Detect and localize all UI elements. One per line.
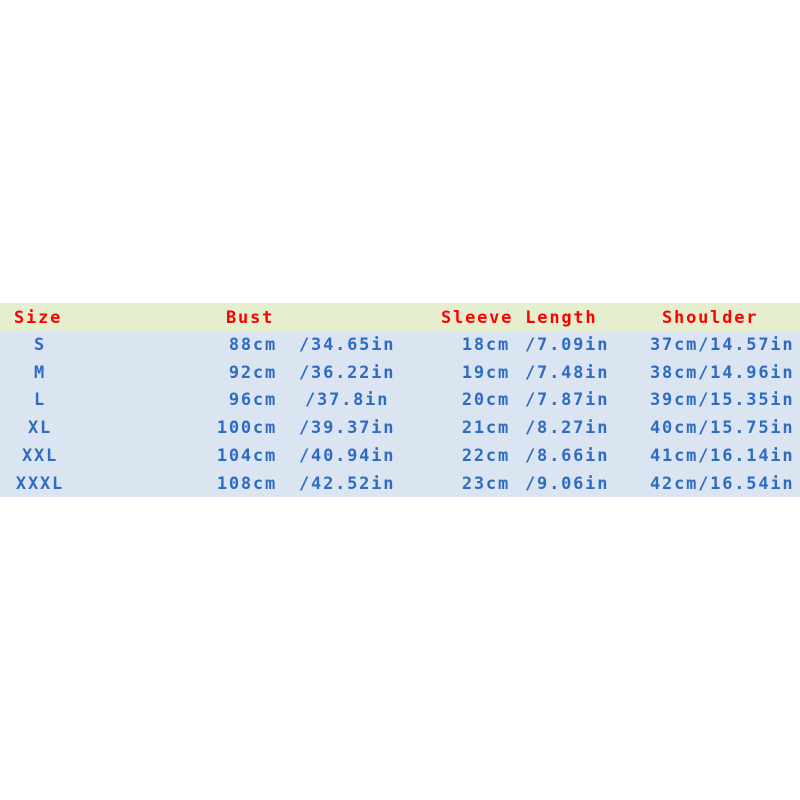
bust-cm-cell: 92cm bbox=[228, 362, 277, 383]
size-cell: XL bbox=[27, 418, 53, 439]
sleeve-cm-cell: 22cm bbox=[461, 445, 510, 466]
bust-in-cell: /36.22in bbox=[299, 362, 396, 383]
sleeve-in-cell: /9.06in bbox=[525, 473, 610, 494]
bust-cm-cell: 88cm bbox=[228, 335, 277, 355]
header-size: Size bbox=[14, 308, 63, 328]
sleeve-in-cell: /7.87in bbox=[525, 390, 610, 411]
sleeve-in-cell: /7.48in bbox=[525, 362, 610, 383]
bust-cm-cell: 100cm bbox=[216, 418, 277, 439]
sleeve-cm-cell: 18cm bbox=[461, 335, 510, 355]
sleeve-cm-cell: 20cm bbox=[461, 390, 510, 411]
header-bust: Bust bbox=[226, 308, 275, 328]
table-row: S 88cm/34.65in 18cm/7.09in 37cm/14.57in bbox=[0, 331, 800, 359]
table-row: XXL 104cm/40.94in 22cm/8.66in 41cm/16.14in bbox=[0, 442, 800, 470]
bust-in-cell: /37.8in bbox=[305, 390, 390, 411]
shoulder-cell: 39cm/15.35in bbox=[650, 390, 795, 411]
bust-in-cell: /42.52in bbox=[299, 473, 396, 494]
shoulder-cell: 42cm/16.54in bbox=[650, 473, 795, 494]
sleeve-cm-cell: 21cm bbox=[461, 418, 510, 439]
table-row: L 96cm/37.8in 20cm/7.87in 39cm/15.35in bbox=[0, 386, 800, 414]
size-cell: XXL bbox=[21, 445, 59, 466]
size-cell: XXXL bbox=[15, 473, 65, 494]
header-sleeve-length: Sleeve Length bbox=[441, 308, 598, 328]
shoulder-cell: 40cm/15.75in bbox=[650, 418, 795, 439]
sleeve-in-cell: /7.09in bbox=[525, 335, 610, 355]
size-cell: M bbox=[33, 362, 47, 383]
size-cell: L bbox=[33, 390, 47, 411]
size-cell: S bbox=[33, 335, 47, 355]
table-row: XXXL 108cm/42.52in 23cm/9.06in 42cm/16.54in bbox=[0, 470, 800, 498]
bust-cm-cell: 104cm bbox=[216, 445, 277, 466]
bust-cm-cell: 96cm bbox=[228, 390, 277, 411]
sleeve-in-cell: /8.66in bbox=[525, 445, 610, 466]
shoulder-cell: 41cm/16.14in bbox=[650, 445, 795, 466]
bust-in-cell: /39.37in bbox=[299, 418, 396, 439]
header-shoulder: Shoulder bbox=[662, 308, 759, 328]
bust-cm-cell: 108cm bbox=[216, 473, 277, 494]
sleeve-cm-cell: 19cm bbox=[461, 362, 510, 383]
bust-in-cell: /34.65in bbox=[299, 335, 396, 355]
table-row: M 92cm/36.22in 19cm/7.48in 38cm/14.96in bbox=[0, 359, 800, 387]
table-row: XL 100cm/39.37in 21cm/8.27in 40cm/15.75in bbox=[0, 414, 800, 442]
table-body: S 88cm/34.65in 18cm/7.09in 37cm/14.57in M 92c… bbox=[0, 331, 800, 497]
shoulder-cell: 38cm/14.96in bbox=[650, 362, 795, 383]
header-row: Size Bust Sleeve Length Shoulder bbox=[0, 303, 800, 331]
bust-in-cell: /40.94in bbox=[299, 445, 396, 466]
sleeve-in-cell: /8.27in bbox=[525, 418, 610, 439]
shoulder-cell: 37cm/14.57in bbox=[650, 335, 795, 355]
sleeve-cm-cell: 23cm bbox=[461, 473, 510, 494]
